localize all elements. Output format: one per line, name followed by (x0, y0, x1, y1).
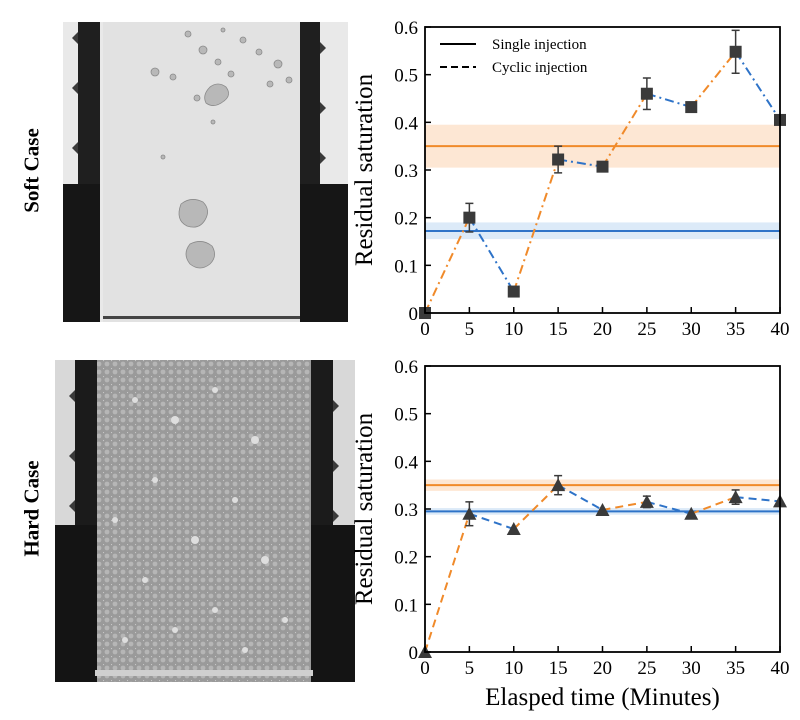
panel-soft-ytick-label-4: 0.4 (394, 113, 418, 134)
panel-soft-cyclic-segment-2 (512, 159, 560, 292)
panel-hard-xtick-label-1: 5 (465, 658, 475, 679)
panel-soft-cyclic-segment-6 (690, 51, 737, 108)
panel-hard-ytick-label-1: 0.1 (394, 595, 418, 616)
panel-hard-point-4 (595, 502, 610, 516)
panel-soft-point-6 (685, 101, 698, 114)
panel-soft-xtick-label-0: 0 (420, 319, 430, 340)
panel-hard-xlabel: Elasped time (Minutes) (485, 684, 720, 711)
panel-hard-cyclic-segment-7 (735, 496, 781, 503)
panel-hard-cyclic-segment-5 (646, 500, 692, 515)
panel-hard-cyclic-segment-0 (424, 513, 471, 653)
soft-case-micromodel-image (63, 22, 348, 322)
panel-soft-xtick-label-5: 25 (637, 319, 656, 340)
legend-label-1: Cyclic injection (492, 60, 588, 76)
panel-hard-xtick-label-4: 20 (593, 658, 612, 679)
panel-soft-xtick-label-1: 5 (465, 319, 475, 340)
panel-soft-cyclic-segment-4 (601, 93, 648, 168)
panel-soft-cyclic-segment-1 (468, 217, 515, 293)
panel-soft-xtick-label-7: 35 (726, 319, 745, 340)
panel-soft-point-4 (596, 160, 609, 173)
panel-soft-point-7 (729, 45, 742, 58)
legend-label-0: Single injection (492, 37, 587, 53)
panel-hard-xtick-label-3: 15 (549, 658, 568, 679)
panel-soft-xtick-label-6: 30 (682, 319, 701, 340)
panel-hard-xtick-label-6: 30 (682, 658, 701, 679)
panel-soft-xtick-label-2: 10 (504, 319, 523, 340)
panel-hard-point-6 (684, 506, 699, 520)
panel-hard-point-7 (728, 490, 743, 504)
panel-hard-cyclic-segment-3 (557, 484, 603, 511)
panel-soft-ytick-label-0: 0 (409, 304, 419, 325)
panel-hard-xtick-label-0: 0 (420, 658, 430, 679)
panel-hard-ytick-label-0: 0 (409, 643, 419, 664)
panel-soft-point-5 (640, 87, 653, 100)
panel-hard-cyclic-segment-2 (513, 484, 559, 530)
panel-hard-point-5 (639, 494, 654, 508)
panel-soft-point-2 (507, 285, 520, 298)
panel-hard-point-1 (462, 506, 477, 520)
panel-soft-ytick-label-3: 0.3 (394, 161, 418, 182)
panel-hard-point-3 (551, 478, 566, 492)
panel-soft-ytick-label-1: 0.1 (394, 256, 418, 277)
panel-hard-ylabel: Residual saturation (351, 412, 378, 605)
panel-hard-cyclic-segment-6 (690, 496, 736, 515)
panel-soft-xtick-label-4: 20 (593, 319, 612, 340)
panel-soft-xtick-label-8: 40 (771, 319, 790, 340)
panel-hard-ytick-label-5: 0.5 (394, 405, 418, 426)
panel-soft-cyclic-segment-5 (646, 92, 692, 109)
panel-hard-cyclic-segment-4 (602, 500, 648, 511)
panel-hard-ytick-label-4: 0.4 (394, 452, 418, 473)
panel-soft-xtick-label-3: 15 (549, 319, 568, 340)
hard-case-micromodel-image (55, 360, 355, 682)
panel-hard-ytick-label-2: 0.2 (394, 548, 418, 569)
panel-soft-point-1 (463, 211, 476, 224)
panel-hard-ytick-label-3: 0.3 (394, 500, 418, 521)
panel-soft-ytick-label-5: 0.5 (394, 66, 418, 87)
panel-soft-point-3 (552, 153, 565, 166)
panel-hard-xtick-label-5: 25 (637, 658, 656, 679)
panel-soft-ylabel: Residual saturation (351, 73, 378, 266)
panel-hard-xtick-label-7: 35 (726, 658, 745, 679)
panel-soft-ytick-label-6: 0.6 (394, 18, 418, 39)
panel-soft-cyclic-segment-0 (424, 217, 471, 314)
panel-soft-ytick-label-2: 0.2 (394, 209, 418, 230)
panel-hard-point-2 (506, 522, 521, 536)
panel-soft-cyclic-segment-3 (557, 158, 603, 168)
panel-hard-xtick-label-2: 10 (504, 658, 523, 679)
panel-soft-cyclic-segment-7 (734, 51, 781, 121)
panel-hard-ytick-label-6: 0.6 (394, 357, 418, 378)
panel-hard-cyclic-segment-1 (469, 512, 515, 530)
panel-hard-xtick-label-8: 40 (771, 658, 790, 679)
